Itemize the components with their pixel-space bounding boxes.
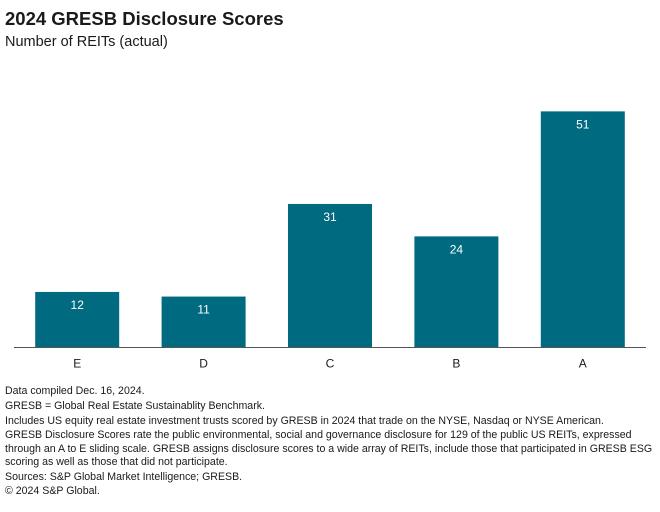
note-copyright: © 2024 S&P Global. — [5, 485, 100, 498]
bar-a — [540, 111, 625, 348]
x-tick-label-b: B — [452, 357, 460, 371]
bar-d — [161, 296, 246, 348]
bar-c — [288, 203, 372, 348]
x-tick-label-e: E — [73, 357, 81, 371]
chart-subtitle: Number of REITs (actual) — [5, 34, 168, 50]
x-tick-label-a: A — [579, 357, 587, 371]
chart-notes: Data compiled Dec. 16, 2024. GRESB = Glo… — [5, 385, 653, 500]
data-label-d: 11 — [197, 303, 210, 317]
data-label-c: 31 — [323, 210, 337, 224]
note-methodology: GRESB Disclosure Scores rate the public … — [5, 429, 653, 468]
note-data-compiled: Data compiled Dec. 16, 2024. — [5, 385, 145, 397]
x-tick-label-d: D — [199, 357, 208, 371]
note-gresb-definition: GRESB = Global Real Estate Sustainablity… — [5, 399, 265, 412]
bar-chart: 12 E 11 D 31 C 24 B 51 A — [14, 111, 646, 371]
bar-b — [414, 236, 499, 348]
chart-title: 2024 GRESB Disclosure Scores — [5, 8, 284, 29]
data-label-a: 51 — [576, 117, 590, 131]
bar-e — [35, 291, 120, 348]
note-scope: Includes US equity real estate investmen… — [5, 414, 604, 427]
x-tick-label-c: C — [326, 357, 335, 371]
data-label-b: 24 — [450, 242, 464, 256]
note-sources: Sources: S&P Global Market Intelligence;… — [5, 470, 243, 483]
data-label-e: 12 — [71, 298, 85, 312]
